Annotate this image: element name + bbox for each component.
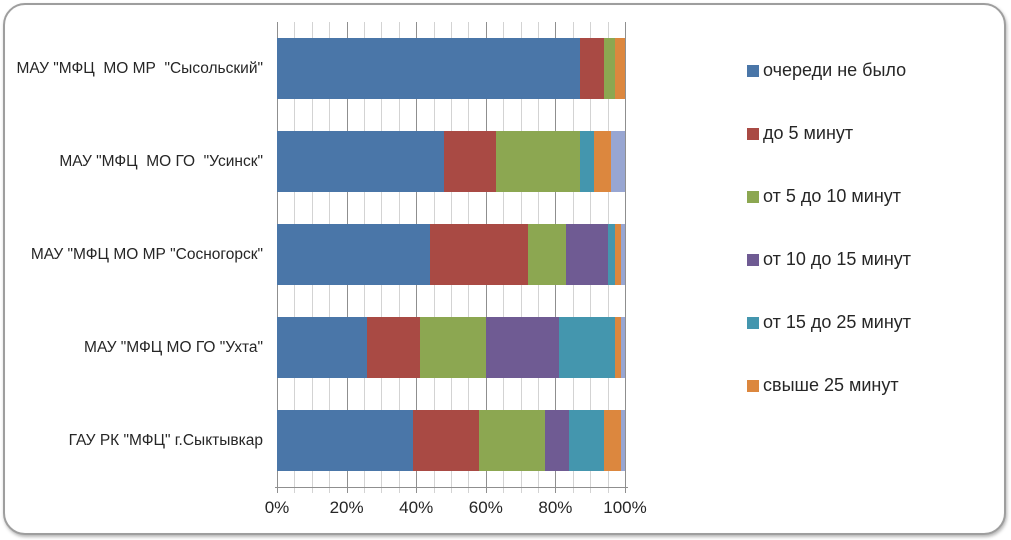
legend-item: от 10 до 15 минут: [747, 249, 911, 270]
legend-marker: [747, 190, 759, 203]
bar-segment: [412, 410, 479, 471]
x-tick-label: 40%: [399, 498, 434, 517]
bar-segment: [621, 317, 625, 378]
bar-segment: [496, 131, 580, 192]
legend-item: до 5 минут: [747, 123, 853, 144]
bar-segment: [430, 224, 528, 285]
bar-segment: [277, 317, 368, 378]
bar-segment: [604, 38, 615, 99]
bar-segment: [579, 131, 594, 192]
bar-segment: [419, 317, 486, 378]
bar-row: [277, 38, 625, 99]
category-label: МАУ "МФЦ МО ГО "Усинск": [59, 152, 263, 170]
bar-segment: [277, 410, 413, 471]
bar-segment: [367, 317, 420, 378]
bar-segment: [277, 131, 445, 192]
bar-row: [277, 410, 625, 471]
bar-segment: [444, 131, 497, 192]
x-tick-label: 60%: [468, 498, 503, 517]
major-gridline: [625, 22, 626, 493]
legend-marker: [747, 253, 759, 266]
bar-segment: [621, 410, 625, 471]
legend-marker: [747, 127, 759, 140]
bar-segment: [579, 38, 605, 99]
x-tick-label: 20%: [329, 498, 364, 517]
x-tick-label: 0%: [264, 498, 290, 517]
bar-segment: [614, 224, 622, 285]
bar-segment: [607, 224, 615, 285]
x-axis-line: [275, 487, 628, 488]
bar-row: [277, 131, 625, 192]
legend-label: до 5 минут: [763, 123, 854, 143]
legend-marker: [747, 379, 759, 392]
bar-segment: [614, 38, 625, 99]
legend-label: от 10 до 15 минут: [763, 249, 912, 269]
bar-segment: [277, 38, 580, 99]
bar-segment: [593, 131, 612, 192]
bar-segment: [565, 224, 608, 285]
legend-item: очереди не было: [747, 60, 906, 81]
legend-label: очереди не было: [763, 60, 907, 80]
legend-item: свыше 25 минут: [747, 375, 899, 396]
bar-segment: [544, 410, 570, 471]
x-tick-label: 80%: [538, 498, 573, 517]
legend-label: от 15 до 25 минут: [763, 312, 912, 332]
bar-segment: [527, 224, 566, 285]
bar-segment: [485, 317, 559, 378]
category-label: ГАУ РК "МФЦ" г.Сыктывкар: [68, 431, 263, 449]
legend-item: от 15 до 25 минут: [747, 312, 911, 333]
legend-marker: [747, 64, 759, 77]
category-label: МАУ "МФЦ МО ГО "Ухта": [84, 338, 263, 356]
bar-segment: [621, 224, 625, 285]
bar-segment: [611, 131, 625, 192]
bar-row: [277, 224, 625, 285]
bar-segment: [478, 410, 545, 471]
legend-item: от 5 до 10 минут: [747, 186, 901, 207]
x-tick-label: 100%: [603, 498, 647, 517]
bar-segment: [277, 224, 431, 285]
bar-segment: [558, 317, 615, 378]
category-label: МАУ "МФЦ МО МР "Сысольский": [16, 59, 263, 77]
legend-label: от 5 до 10 минут: [763, 186, 902, 206]
category-label: МАУ "МФЦ МО МР "Сосногорск": [30, 245, 263, 263]
legend-label: свыше 25 минут: [763, 375, 899, 395]
bar-segment: [614, 317, 622, 378]
bar-segment: [604, 410, 622, 471]
bar-segment: [569, 410, 605, 471]
legend-marker: [747, 316, 759, 329]
bar-row: [277, 317, 625, 378]
